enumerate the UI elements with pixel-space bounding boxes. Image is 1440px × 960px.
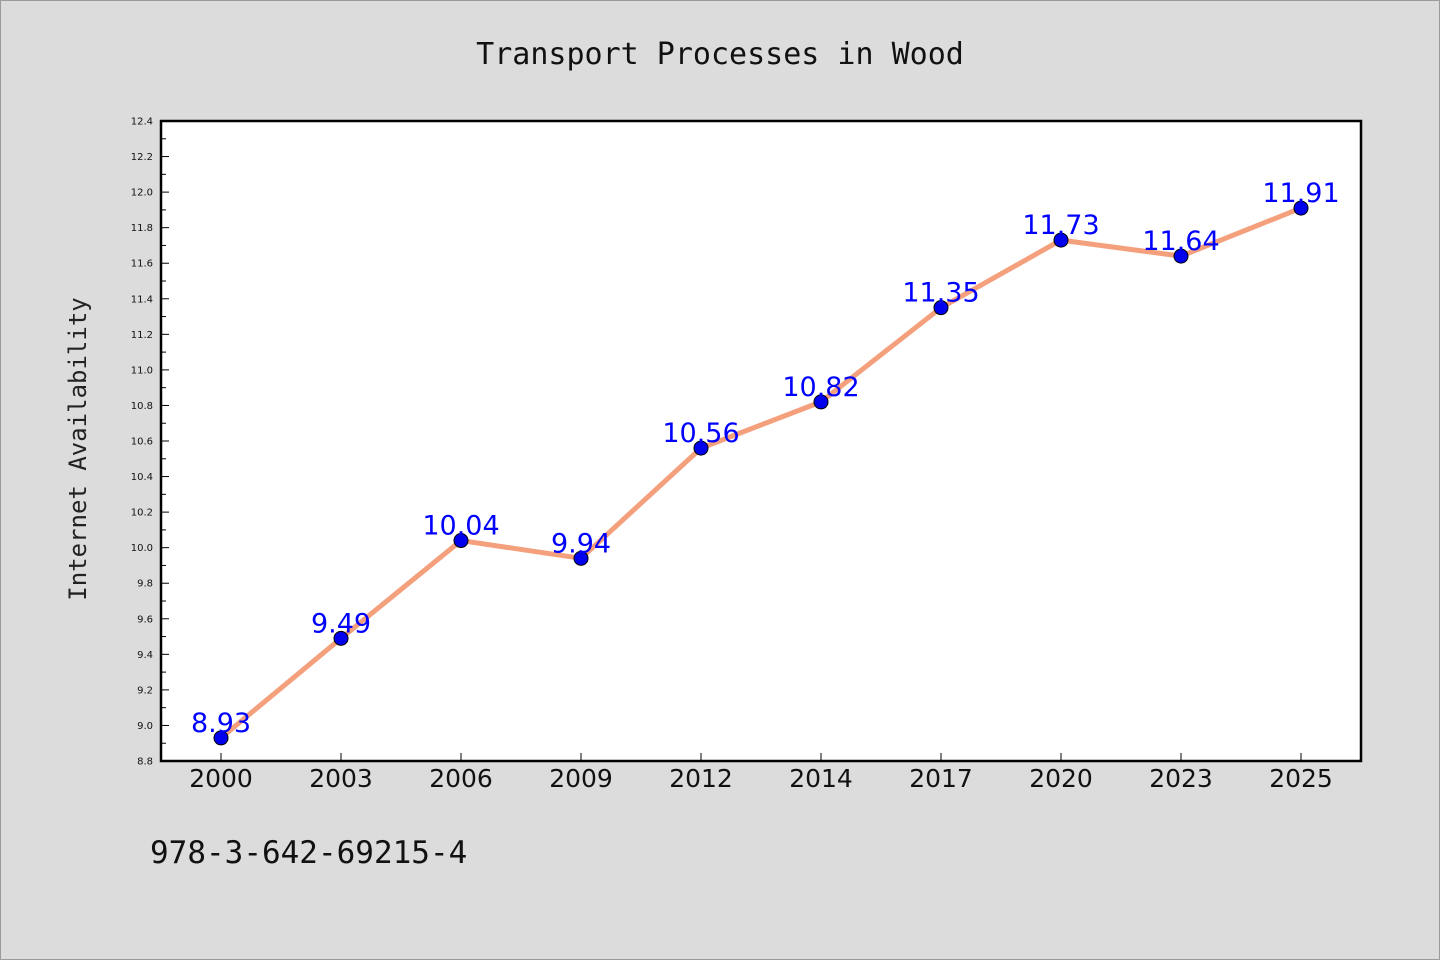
data-label: 8.93 [191,708,251,739]
data-point-marker [693,440,709,456]
y-tick-label: 10.4 [131,472,153,483]
plot-area [159,119,1363,763]
data-label: 9.49 [311,608,371,639]
y-tick-label: 12.4 [131,117,153,128]
data-label: 11.91 [1262,178,1339,209]
data-label: 10.04 [422,511,499,542]
data-point-marker [1293,200,1309,216]
data-point-marker [1173,248,1189,264]
y-tick-label: 10.2 [131,508,153,519]
x-tick-label: 2017 [909,764,973,793]
y-tick-label: 9.6 [137,614,153,625]
data-point-marker [933,300,949,316]
y-tick-label: 9.2 [137,685,153,696]
data-label: 11.35 [902,278,979,309]
x-tick-label: 2006 [429,764,493,793]
series-line [218,205,1304,741]
footer-code: 978-3-642-69215-4 [150,835,468,871]
data-point-marker [213,730,229,746]
x-tick-label: 2023 [1149,764,1213,793]
data-point-marker [333,630,349,646]
x-tick-label: 2025 [1269,764,1333,793]
x-tick-label: 2012 [669,764,733,793]
y-tick-label: 11.6 [131,259,153,270]
series-markers [213,200,1309,746]
y-tick-label: 9.0 [137,721,153,732]
y-axis-label: Internet Availability [64,297,92,600]
x-tick-label: 2014 [789,764,853,793]
data-point-marker [1053,232,1069,248]
x-tick-label: 2009 [549,764,613,793]
y-tick-label: 11.8 [131,223,153,234]
data-label: 11.64 [1142,226,1219,257]
data-labels: 8.93 9.49 10.04 9.94 10.56 10.82 11.35 11.73 11.… [191,178,1340,739]
y-tick-label: 9.8 [137,579,153,590]
y-axis-ticks: 8.8 9.0 9.2 9.4 9.6 9.8 10.0 10.2 10.4 10.6 10.8 11… [131,117,169,768]
x-tick-label: 2000 [189,764,253,793]
chart-title: Transport Processes in Wood [476,37,964,72]
data-label: 9.94 [551,528,611,559]
y-tick-label: 9.4 [137,650,153,661]
x-axis-ticks: 2000 2003 2006 2009 2012 2014 2017 2020 2023 2025 [189,753,1333,793]
y-tick-label: 8.8 [137,757,153,768]
y-tick-label: 10.6 [131,437,153,448]
data-label: 10.82 [782,372,859,403]
y-tick-label: 12.2 [131,152,153,163]
data-point-marker [573,550,589,566]
y-tick-label: 10.8 [131,401,153,412]
y-tick-label: 11.2 [131,330,153,341]
data-label: 10.56 [662,418,739,449]
data-point-marker [813,394,829,410]
y-tick-label: 10.0 [131,543,153,554]
y-tick-label: 11.0 [131,365,153,376]
y-tick-label: 11.4 [131,294,153,305]
data-point-marker [453,533,469,549]
data-label: 11.73 [1022,210,1099,241]
x-tick-label: 2020 [1029,764,1093,793]
y-tick-label: 12.0 [131,188,153,199]
x-tick-label: 2003 [309,764,373,793]
